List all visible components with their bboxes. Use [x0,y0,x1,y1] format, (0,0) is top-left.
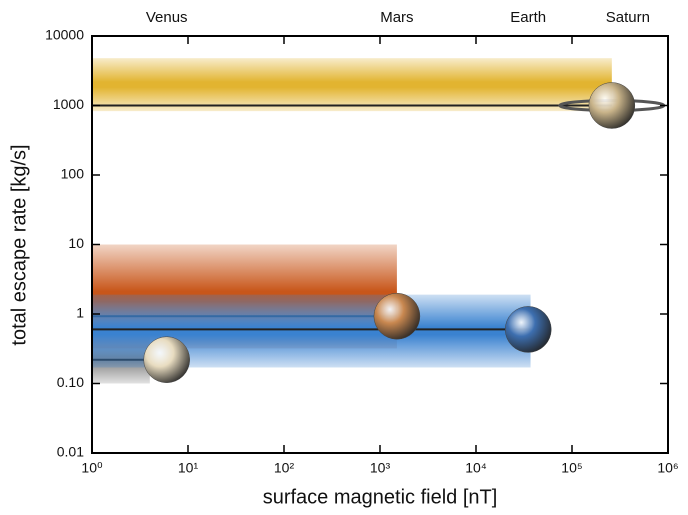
x-tick-label: 10⁰ [81,460,103,476]
planet [588,82,636,129]
x-tick-label: 10² [274,460,295,476]
planet [373,292,421,340]
y-tick-label: 100 [61,166,85,182]
plot-area [92,58,666,384]
y-tick-label: 10000 [45,27,84,43]
y-tick-label: 10 [68,235,84,251]
x-tick-label: 10⁶ [657,460,678,476]
planet-label: Earth [510,9,546,26]
planet [143,336,190,383]
planet-label: Saturn [606,9,650,26]
planet-label: Mars [380,9,413,26]
x-tick-label: 10⁵ [561,460,582,476]
x-tick-label: 10⁴ [465,460,487,476]
y-tick-label: 0.10 [57,374,84,390]
y-tick-label: 1000 [53,96,84,112]
x-axis-title: surface magnetic field [nT] [263,486,498,508]
y-tick-label: 0.01 [57,444,84,460]
escape-band [92,58,612,112]
y-tick-label: 1 [76,305,84,321]
x-tick-label: 10¹ [178,460,199,476]
planet-label: Venus [146,9,188,26]
planet [504,306,552,353]
x-tick-label: 10³ [370,460,391,476]
y-axis-title: total escape rate [kg/s] [8,144,30,345]
